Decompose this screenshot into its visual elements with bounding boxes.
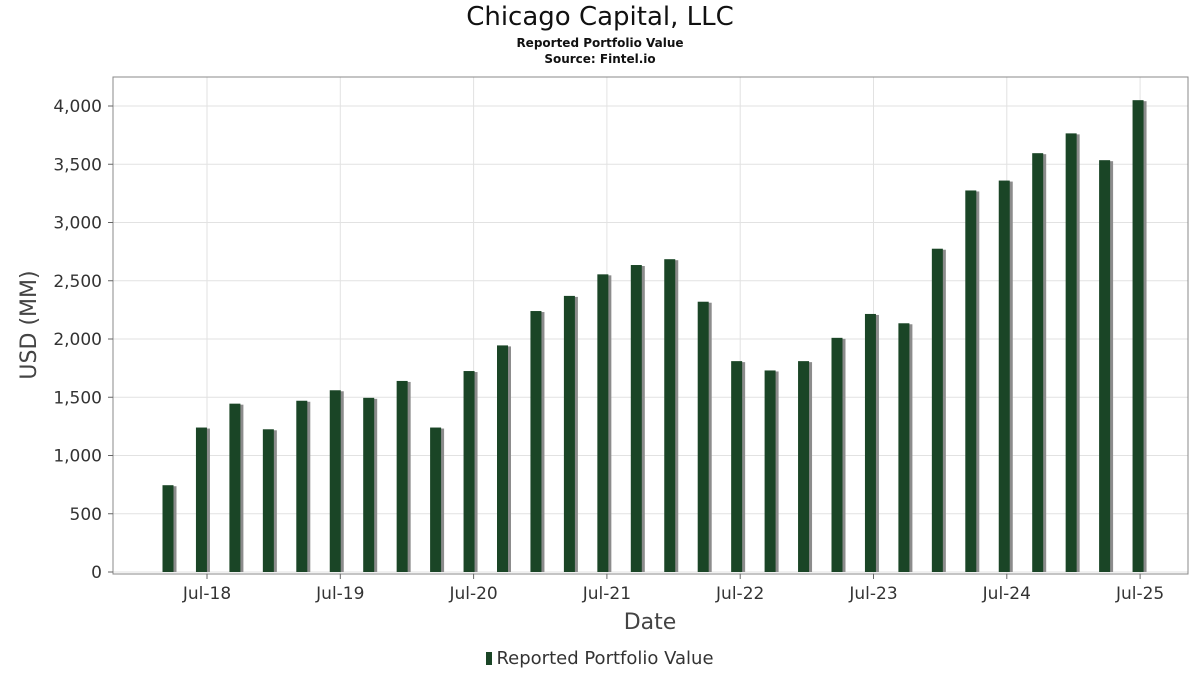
x-tick-label: Jul-25 xyxy=(1115,584,1164,604)
bar xyxy=(1099,160,1111,573)
bar xyxy=(664,259,676,572)
bar xyxy=(998,180,1010,572)
y-tick-label: 500 xyxy=(70,505,102,525)
x-tick-label: Jul-19 xyxy=(315,584,364,604)
bar xyxy=(229,403,241,572)
x-tick-label: Jul-20 xyxy=(448,584,497,604)
chart-title: Chicago Capital, LLC xyxy=(466,2,734,32)
bar xyxy=(563,295,575,572)
bar xyxy=(530,311,542,572)
bar xyxy=(831,337,843,572)
bar xyxy=(1065,133,1077,572)
bar xyxy=(764,370,776,572)
bar xyxy=(162,485,174,572)
plot-frame xyxy=(112,76,1189,575)
x-axis-label: Date xyxy=(624,610,677,635)
bar xyxy=(931,248,943,572)
bar xyxy=(497,345,508,572)
y-tick-label: 1,500 xyxy=(53,388,102,408)
bar xyxy=(1132,100,1144,573)
bar xyxy=(597,274,609,572)
y-tick-label: 1,000 xyxy=(53,447,102,467)
x-tick-label: Jul-18 xyxy=(182,584,231,604)
x-tick-label: Jul-21 xyxy=(582,584,631,604)
y-tick-label: 4,000 xyxy=(53,97,102,117)
bar xyxy=(296,400,308,572)
bar xyxy=(898,323,910,572)
x-tick-label: Jul-22 xyxy=(715,584,764,604)
bar xyxy=(864,313,876,572)
chart-subtitle: Reported Portfolio Value xyxy=(516,36,684,50)
y-tick-label: 2,000 xyxy=(53,330,102,350)
bar xyxy=(965,190,977,572)
bar xyxy=(630,265,642,572)
bar xyxy=(798,361,810,572)
legend: Reported Portfolio Value xyxy=(0,648,1200,669)
chart-source: Source: Fintel.io xyxy=(544,52,656,66)
bar xyxy=(262,429,274,572)
bar xyxy=(1032,153,1044,572)
bars xyxy=(162,100,1147,573)
x-tick-label: Jul-23 xyxy=(848,584,897,604)
y-tick-label: 0 xyxy=(91,563,102,583)
bar xyxy=(363,397,375,572)
x-axis-ticks: Jul-18 Jul-19 Jul-20 Jul-21 Jul-22 Jul-23 Jul-… xyxy=(182,574,1164,604)
bar xyxy=(195,427,207,572)
y-axis-ticks: 0 500 1,000 1,500 2,000 2,500 3,000 3,500 4,000 xyxy=(53,97,113,583)
y-tick-label: 3,500 xyxy=(53,155,102,175)
x-tick-label: Jul-24 xyxy=(982,584,1031,604)
y-axis-label: USD (MM) xyxy=(17,270,42,379)
legend-swatch xyxy=(486,652,493,665)
bar xyxy=(329,390,341,572)
bar xyxy=(396,380,408,572)
y-tick-label: 3,000 xyxy=(53,214,102,234)
legend-label: Reported Portfolio Value xyxy=(496,648,714,669)
bar xyxy=(731,361,743,572)
bar xyxy=(430,427,442,572)
bar xyxy=(463,371,475,572)
bar xyxy=(697,301,709,572)
y-tick-label: 2,500 xyxy=(53,272,102,292)
